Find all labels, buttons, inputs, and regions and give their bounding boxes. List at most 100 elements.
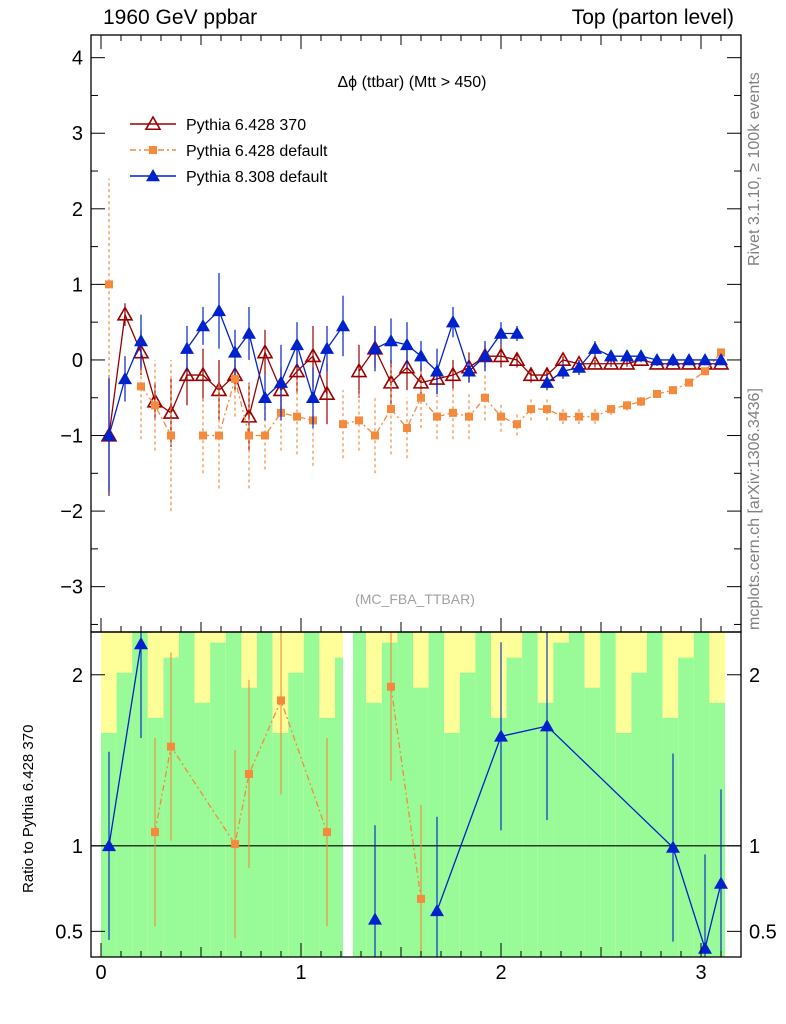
band-green [647,632,663,957]
data-point [290,337,304,351]
data-point [650,352,664,366]
data-point [586,355,604,370]
data-point [513,420,521,429]
data-point [293,412,301,421]
ratio-point [387,682,395,691]
band-green [584,687,601,957]
data-point [591,412,599,421]
data-point [685,378,693,387]
data-point [714,352,728,366]
header-right: Top (parton level) [571,6,734,29]
data-point [118,371,132,385]
ratio-y-tick-label: 0.5 [55,921,83,943]
ratio-y-tick-label-right: 2 [749,665,760,687]
data-point [274,375,288,388]
data-point [256,343,274,359]
series-pythia-6-428-default [105,178,725,512]
data-point [355,416,363,425]
data-point [384,334,398,347]
data-point [522,366,540,382]
data-point [559,412,567,421]
ratio-point [277,696,285,705]
ratio-point [540,719,554,732]
data-point [215,431,223,440]
data-point [180,341,194,354]
data-point [412,374,430,389]
ratio-point [494,729,508,742]
ratio-point [368,912,382,925]
data-point [398,358,416,374]
band-green [381,642,398,957]
x-tick-label: 1 [295,962,306,984]
band-green [210,642,226,957]
data-point [430,364,444,377]
data-point [304,347,322,363]
data-point [336,318,350,332]
band-green [366,702,382,957]
ratio-line [390,686,422,899]
ratio-point [102,838,116,852]
band-green [272,732,289,957]
series-line [342,351,722,437]
data-point [494,326,508,339]
ratio-y-tick-label: 2 [72,665,83,687]
ratio-y-axis-label: Ratio to Pythia 6.428 370 [20,724,37,893]
data-point [634,349,648,362]
data-point [306,390,320,403]
ratio-point [245,769,253,778]
ratio-point [167,742,175,751]
data-point [543,405,551,414]
data-point [134,334,148,347]
data-point [137,382,145,391]
ratio-series-pythia-8-308-default [102,632,728,957]
band-green [147,717,164,957]
data-point [540,375,554,388]
data-point [320,341,334,354]
header-left: 1960 GeV ppbar [103,6,258,29]
x-tick-label: 0 [95,962,106,984]
data-point [231,374,239,383]
data-point [387,405,395,414]
band-green [444,732,460,957]
band-green [506,657,523,957]
band-green [397,632,413,957]
ratio-point [134,636,148,650]
data-point [623,401,631,410]
main-y-tick-label: 1 [72,274,83,296]
series-line [374,320,517,373]
data-point [368,341,382,354]
plot-watermark: (MC_FBA_TTBAR) [355,591,475,607]
band-green [132,632,148,957]
data-point [588,341,602,354]
band-green [225,632,242,957]
ratio-point [231,840,239,849]
legend-label: Pythia 8.308 default [186,169,328,186]
plot-title: Δϕ (ttbar) (Mtt > 450) [337,74,486,91]
x-tick-label: 3 [695,962,706,984]
data-point [194,366,212,382]
mcplots-label: mcplots.cern.ch [arXiv:1306.3436] [746,388,763,630]
main-y-tick-label: 4 [72,48,83,70]
main-y-tick-label: 3 [72,123,83,145]
band-green [522,632,538,957]
data-point [105,280,113,289]
data-point [167,431,175,440]
data-point [245,431,253,440]
series-line [140,386,172,436]
ratio-line [154,698,328,846]
data-point [318,385,336,401]
band-green [428,632,445,957]
data-point [196,318,210,332]
data-point [444,366,462,382]
data-point [620,349,634,362]
main-series [100,178,730,512]
ratio-point [323,828,331,837]
legend-label: Pythia 6.428 370 [186,117,306,134]
band-green [288,672,304,957]
main-y-tick-label: −1 [60,426,83,448]
data-point [350,362,368,378]
band-green [615,732,632,957]
data-point [701,367,709,376]
data-point [212,303,226,317]
data-point [698,352,712,366]
